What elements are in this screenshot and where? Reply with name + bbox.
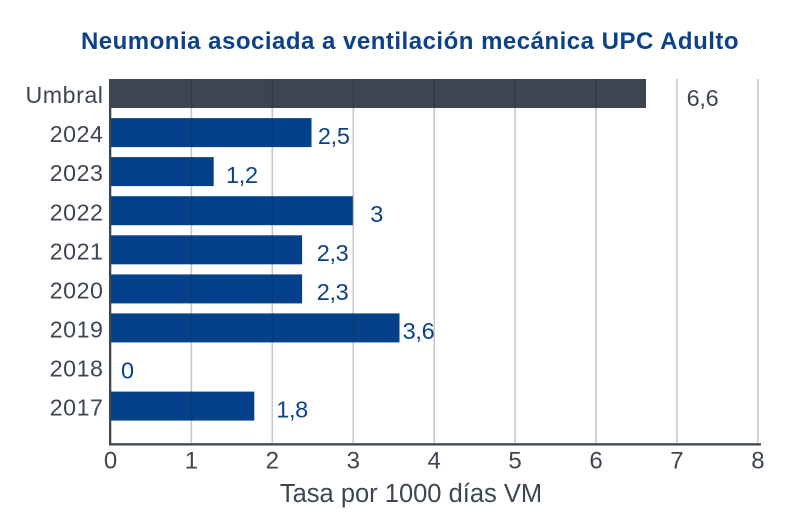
- svg-text:8: 8: [751, 448, 764, 475]
- svg-text:0: 0: [121, 358, 134, 384]
- svg-text:7: 7: [670, 448, 683, 475]
- svg-text:6: 6: [589, 448, 602, 475]
- svg-text:2019: 2019: [50, 317, 104, 343]
- svg-text:2021: 2021: [50, 238, 104, 264]
- svg-text:3,6: 3,6: [403, 318, 435, 344]
- svg-text:2,3: 2,3: [317, 279, 349, 305]
- svg-text:Neumonia asociada a ventilació: Neumonia asociada a ventilación mecánica…: [81, 28, 739, 55]
- svg-text:2023: 2023: [50, 160, 104, 186]
- svg-text:1,2: 1,2: [226, 162, 258, 188]
- svg-text:6,6: 6,6: [687, 85, 719, 111]
- svg-text:2020: 2020: [50, 278, 104, 304]
- svg-text:0: 0: [104, 448, 117, 475]
- svg-text:3: 3: [347, 448, 360, 475]
- svg-text:Umbral: Umbral: [25, 82, 103, 108]
- svg-text:2022: 2022: [50, 199, 104, 225]
- svg-text:2: 2: [266, 448, 279, 475]
- svg-text:4: 4: [428, 448, 441, 475]
- svg-text:2017: 2017: [50, 395, 104, 421]
- svg-text:2,3: 2,3: [317, 240, 349, 266]
- svg-text:Tasa por 1000 días VM: Tasa por 1000 días VM: [280, 480, 542, 508]
- svg-text:5: 5: [508, 448, 521, 475]
- svg-text:2018: 2018: [50, 356, 104, 382]
- svg-text:1: 1: [185, 448, 198, 475]
- svg-text:3: 3: [370, 201, 383, 227]
- svg-text:2,5: 2,5: [318, 123, 350, 149]
- svg-text:2024: 2024: [50, 121, 104, 147]
- svg-text:1,8: 1,8: [276, 396, 308, 422]
